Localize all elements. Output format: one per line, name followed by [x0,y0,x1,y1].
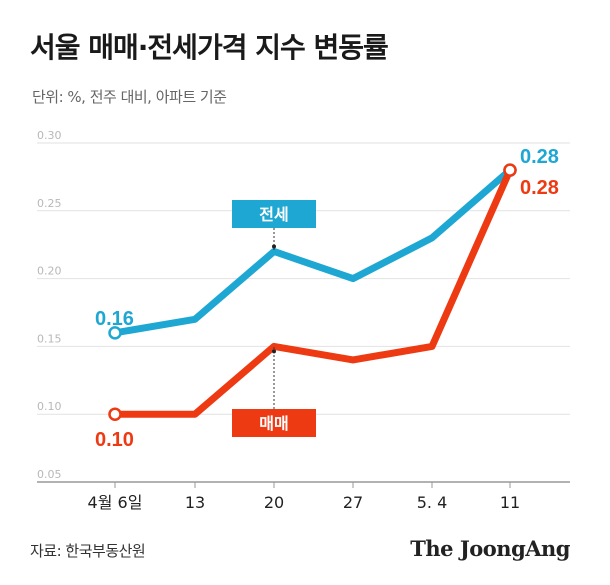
jeonse-start-marker [108,326,122,340]
brand-logo: The JoongAng [410,536,570,561]
y-tick-label: 0.30 [37,129,62,142]
x-axis-ticks: 4월 6일 13 20 27 5. 4 11 [88,482,520,512]
x-tick-label: 11 [500,493,520,512]
source-note: 자료: 한국부동산원 [30,542,146,560]
y-axis-ticks: 0.05 0.10 0.15 0.20 0.25 0.30 [37,129,62,481]
maemae-tag-dot [272,349,276,354]
x-tick-label: 5. 4 [417,493,448,512]
maemae-start-label: 0.10 [95,429,134,451]
x-tick-label: 13 [185,493,205,512]
maemae-end-label: 0.28 [520,177,559,199]
x-tick-label: 20 [264,493,284,512]
jeonse-tag-label: 전세 [259,205,288,224]
jeonse-start-label: 0.16 [95,308,134,330]
series-lines [108,163,517,421]
maemae-end-marker [503,163,517,177]
x-tick-label: 27 [343,493,363,512]
y-tick-label: 0.10 [37,400,62,413]
jeonse-tag [232,200,316,228]
maemae-start-marker [108,407,122,421]
chart-title: 서울 매매·전세가격 지수 변동률 [30,31,389,64]
y-tick-label: 0.05 [37,468,62,481]
jeonse-line [111,166,514,337]
maemae-line [111,166,514,418]
y-tick-label: 0.15 [37,332,62,345]
jeonse-end-label: 0.28 [520,146,559,168]
jeonse-tag-dot [272,244,276,249]
y-tick-label: 0.25 [37,197,62,210]
x-tick-label: 4월 6일 [88,493,143,512]
maemae-tag [232,409,316,437]
data-labels: 0.16 0.28 0.10 0.28 [95,146,559,451]
chart-subtitle: 단위: %, 전주 대비, 아파트 기준 [32,88,227,106]
y-tick-label: 0.20 [37,265,62,278]
maemae-tag-label: 매매 [259,414,288,433]
